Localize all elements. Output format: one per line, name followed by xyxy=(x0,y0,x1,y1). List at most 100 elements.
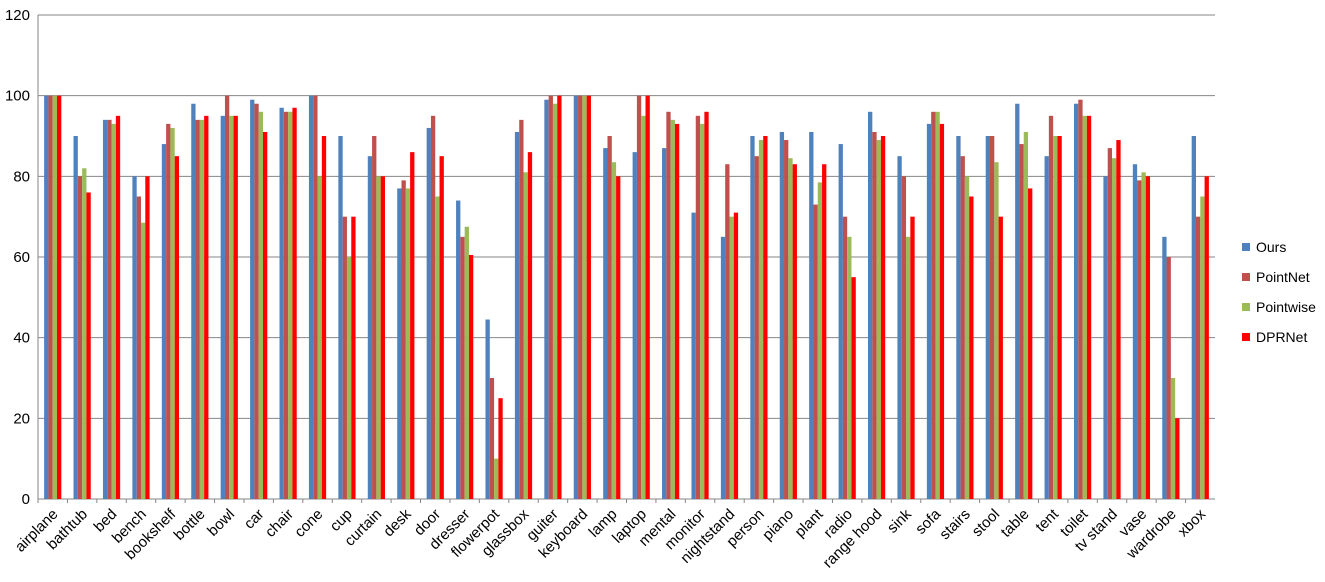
bar-pointnet xyxy=(136,196,141,499)
bar-pointwise xyxy=(906,236,911,500)
bar-dprnet xyxy=(527,152,533,499)
bar-dprnet xyxy=(880,136,886,499)
bar-pointnet xyxy=(489,378,495,499)
bar-pointwise xyxy=(435,196,440,499)
bar-ours xyxy=(926,123,932,500)
bar-ours xyxy=(308,95,314,500)
bar-pointwise xyxy=(994,162,999,499)
legend-label: Ours xyxy=(1256,239,1286,255)
bar-ours xyxy=(514,131,520,499)
bar-pointwise xyxy=(1200,196,1205,499)
bar-dprnet xyxy=(262,131,268,499)
bar-pointnet xyxy=(519,119,524,499)
x-tick-label: bowl xyxy=(204,506,238,540)
bar-dprnet xyxy=(1057,136,1062,499)
bar-ours xyxy=(662,148,667,499)
bar-ours xyxy=(1191,136,1196,499)
bar-dprnet xyxy=(586,95,591,500)
bar-pointwise xyxy=(140,222,146,499)
x-tick-label: plant xyxy=(792,505,828,541)
bar-pointwise xyxy=(611,162,617,499)
bar-ours xyxy=(1132,164,1138,499)
bar-pointwise xyxy=(170,127,175,499)
bar-pointwise xyxy=(229,115,234,499)
bar-ours xyxy=(1103,176,1108,500)
bar-pointwise xyxy=(935,111,940,500)
bar-dprnet xyxy=(1086,115,1092,499)
bar-pointwise xyxy=(847,236,852,500)
bar-pointnet xyxy=(548,95,553,500)
bar-ours xyxy=(1162,236,1167,500)
bar-ours xyxy=(102,119,108,499)
bar-pointnet xyxy=(784,140,789,500)
bar-pointwise xyxy=(964,176,970,500)
bar-ours xyxy=(73,136,78,499)
bar-dprnet xyxy=(969,196,974,499)
bar-pointwise xyxy=(1112,158,1117,499)
bar-ours xyxy=(279,107,284,500)
bar-dprnet xyxy=(351,216,356,499)
bar-ours xyxy=(897,156,902,499)
bar-pointnet xyxy=(195,119,200,499)
bar-pointnet xyxy=(607,136,612,499)
bar-ours xyxy=(250,99,255,499)
bar-pointwise xyxy=(405,188,411,499)
bar-dprnet xyxy=(145,176,150,500)
bar-pointnet xyxy=(1137,180,1142,499)
bar-dprnet xyxy=(204,115,209,499)
legend-swatch xyxy=(1242,243,1250,251)
bar-dprnet xyxy=(674,123,680,500)
bar-pointwise xyxy=(1053,136,1058,499)
bar-pointnet xyxy=(1107,148,1113,499)
x-tick-label: piano xyxy=(759,506,797,544)
bar-pointnet xyxy=(1166,257,1171,499)
legend-label: DPRNet xyxy=(1256,329,1307,345)
bar-pointnet xyxy=(48,95,53,500)
legend-swatch xyxy=(1242,273,1250,281)
bar-ours xyxy=(750,136,755,499)
x-tick-label: sink xyxy=(884,505,915,536)
bar-ours xyxy=(603,148,608,499)
bar-pointwise xyxy=(788,158,793,499)
bar-pointwise xyxy=(1170,378,1176,499)
bar-pointnet xyxy=(872,131,877,499)
bar-ours xyxy=(573,95,579,500)
bar-pointnet xyxy=(1019,144,1024,500)
bar-ours xyxy=(809,131,814,499)
bar-dprnet xyxy=(998,216,1003,499)
bar-pointnet xyxy=(578,95,583,500)
x-tick-label: chair xyxy=(262,506,297,541)
bar-pointwise xyxy=(641,115,646,499)
bar-ours xyxy=(632,152,637,499)
y-tick-label: 100 xyxy=(5,88,30,105)
bar-dprnet xyxy=(439,156,444,499)
x-tick-label: stairs xyxy=(936,506,973,543)
bar-pointnet xyxy=(990,136,995,499)
bar-pointnet xyxy=(430,115,436,499)
bar-ours xyxy=(338,136,343,499)
bar-dprnet xyxy=(792,164,797,499)
bar-pointnet xyxy=(313,95,318,500)
bar-dprnet xyxy=(498,398,503,499)
bar-pointnet xyxy=(166,123,171,500)
bar-ours xyxy=(720,236,726,500)
x-tick-label: table xyxy=(998,506,1033,541)
bar-ours xyxy=(426,127,431,499)
bar-pointwise xyxy=(464,226,469,499)
x-tick-label: xbox xyxy=(1175,505,1210,540)
bar-pointnet xyxy=(283,111,289,500)
bar-pointnet xyxy=(254,103,259,499)
y-tick-label: 80 xyxy=(13,168,30,185)
bar-pointwise xyxy=(317,176,322,500)
bar-dprnet xyxy=(174,156,180,499)
y-tick-label: 20 xyxy=(13,410,30,427)
bar-pointnet xyxy=(77,176,83,500)
y-tick-label: 40 xyxy=(13,330,30,347)
bar-dprnet xyxy=(1116,140,1121,500)
bar-pointwise xyxy=(199,119,205,499)
bar-dprnet xyxy=(468,254,474,499)
bar-ours xyxy=(1015,103,1020,499)
bar-ours xyxy=(868,111,873,500)
y-tick-label: 120 xyxy=(5,7,30,24)
